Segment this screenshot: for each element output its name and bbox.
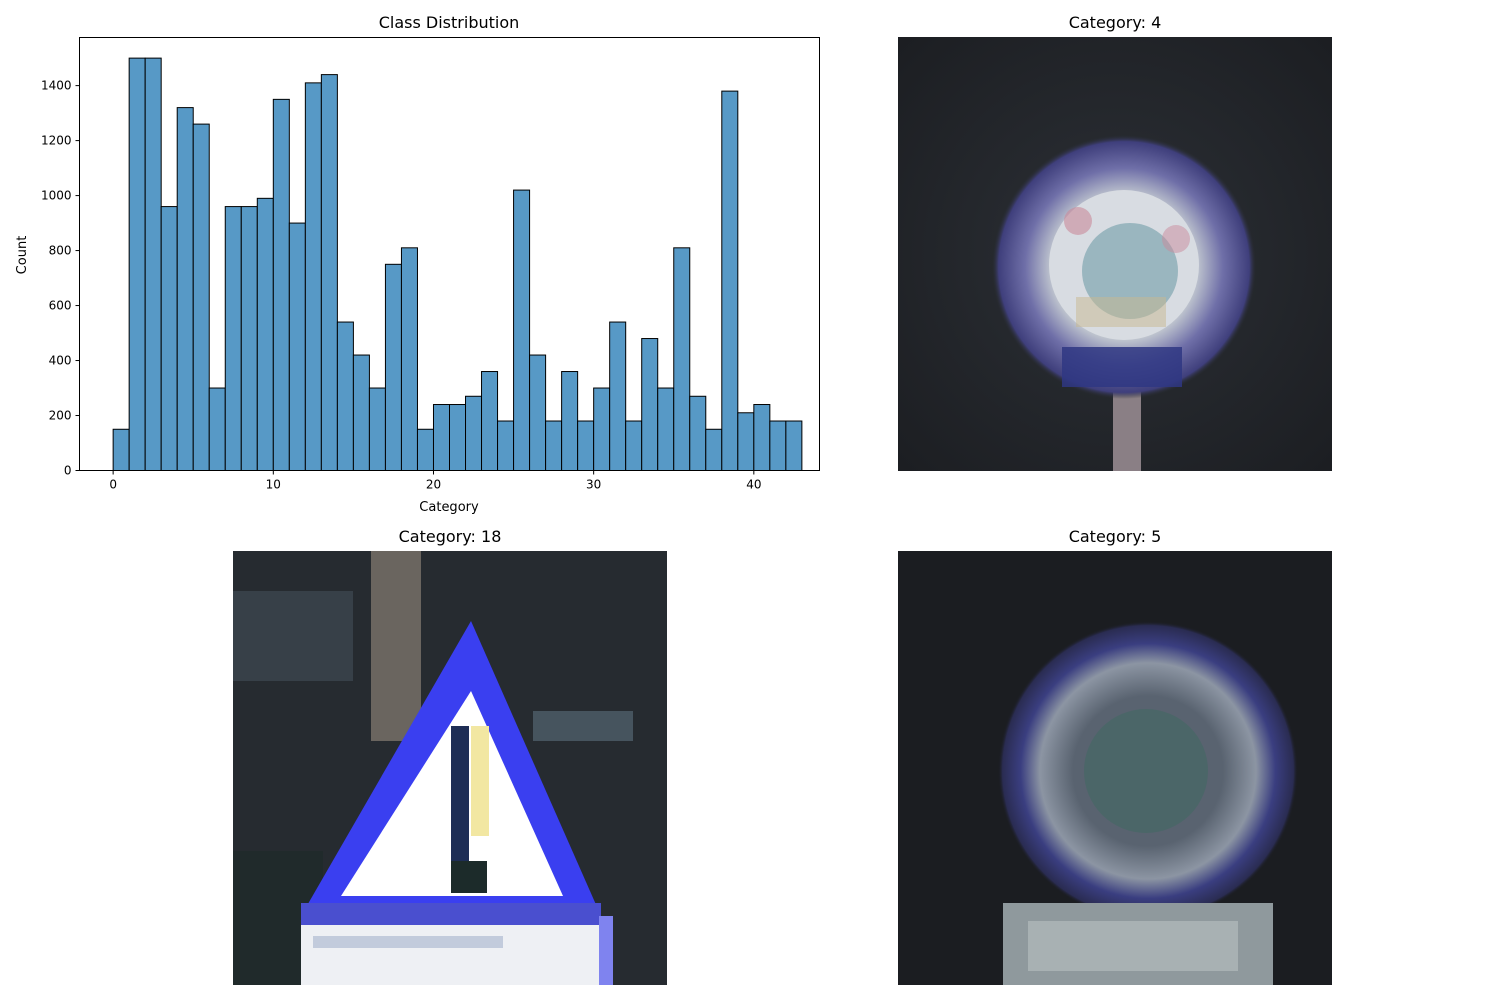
histogram-bar-23 bbox=[481, 371, 499, 471]
histogram-bar-40 bbox=[753, 404, 771, 471]
histogram-bar-33 bbox=[641, 338, 659, 471]
histogram-bar-38 bbox=[721, 90, 739, 471]
x-axis-ticks: 0 10 20 30 40 bbox=[109, 470, 761, 492]
histogram-bar-31 bbox=[609, 321, 627, 471]
histogram-bar-24 bbox=[497, 420, 515, 471]
y-tick-label: 400 bbox=[49, 354, 72, 368]
histogram-bar-14 bbox=[336, 321, 354, 471]
x-axis-label: Category bbox=[419, 500, 479, 515]
panel-title-category-4: Category: 4 bbox=[1068, 13, 1162, 32]
panel-title-category-18: Category: 18 bbox=[398, 527, 502, 546]
histogram-bar-22 bbox=[465, 395, 483, 471]
y-tick-label: 600 bbox=[49, 299, 72, 313]
histogram-bar-3 bbox=[160, 206, 178, 471]
traffic-sign-image-category-4 bbox=[898, 37, 1332, 471]
histogram-bar-36 bbox=[689, 395, 707, 471]
histogram-bars bbox=[112, 57, 803, 471]
histogram-bar-41 bbox=[769, 420, 787, 471]
histogram-bar-2 bbox=[144, 57, 162, 471]
x-tick-label: 10 bbox=[266, 478, 281, 492]
histogram-bar-20 bbox=[432, 404, 451, 471]
x-tick-label: 20 bbox=[426, 478, 441, 492]
y-tick-label: 1400 bbox=[41, 79, 72, 93]
histogram-bar-10 bbox=[272, 98, 290, 471]
histogram-bar-30 bbox=[593, 387, 611, 471]
histogram-bar-34 bbox=[657, 387, 675, 471]
histogram-bar-0 bbox=[112, 428, 130, 471]
histogram-bar-12 bbox=[304, 82, 322, 471]
histogram-bar-18 bbox=[400, 247, 418, 471]
histogram-bar-28 bbox=[561, 371, 579, 471]
histogram-bar-27 bbox=[545, 420, 563, 471]
y-tick-label: 1000 bbox=[41, 189, 72, 203]
histogram-bar-32 bbox=[625, 420, 643, 471]
chart-title: Class Distribution bbox=[379, 13, 520, 32]
histogram-bar-35 bbox=[673, 247, 691, 471]
histogram-bar-19 bbox=[416, 428, 434, 471]
x-tick-label: 30 bbox=[586, 478, 601, 492]
class-distribution-histogram: 0 10 20 30 40 0 200 400 600 800 1000 1200 1400 Clas… bbox=[15, 13, 820, 515]
histogram-bar-26 bbox=[529, 354, 547, 471]
histogram-bar-15 bbox=[352, 354, 370, 471]
traffic-sign-image-category-5 bbox=[898, 551, 1332, 985]
histogram-bar-1 bbox=[128, 57, 146, 471]
histogram-bar-25 bbox=[513, 189, 531, 471]
y-tick-label: 800 bbox=[49, 244, 72, 258]
histogram-bar-5 bbox=[192, 123, 210, 471]
x-tick-label: 0 bbox=[109, 478, 117, 492]
plot-frame bbox=[79, 37, 820, 471]
histogram-bar-21 bbox=[449, 404, 467, 471]
histogram-bar-9 bbox=[256, 197, 274, 471]
traffic-sign-image-category-18 bbox=[233, 551, 667, 985]
y-axis-label: Count bbox=[15, 236, 30, 275]
histogram-bar-16 bbox=[368, 387, 386, 471]
histogram-bar-6 bbox=[208, 387, 226, 471]
histogram-bar-39 bbox=[737, 412, 755, 471]
histogram-bar-8 bbox=[240, 206, 258, 471]
y-tick-label: 200 bbox=[49, 409, 72, 423]
histogram-bar-11 bbox=[288, 222, 306, 471]
x-tick-label: 40 bbox=[746, 478, 761, 492]
histogram-bar-37 bbox=[705, 428, 723, 471]
y-axis-ticks: 0 200 400 600 800 1000 1200 1400 bbox=[41, 79, 80, 478]
histogram-bar-4 bbox=[176, 107, 194, 471]
y-tick-label: 0 bbox=[64, 464, 72, 478]
histogram-bar-13 bbox=[320, 74, 338, 471]
panel-title-category-5: Category: 5 bbox=[1068, 527, 1162, 546]
histogram-bar-7 bbox=[224, 206, 242, 471]
histogram-bar-17 bbox=[384, 263, 402, 471]
histogram-bar-42 bbox=[785, 420, 803, 471]
y-tick-label: 1200 bbox=[41, 134, 72, 148]
histogram-bar-29 bbox=[577, 420, 595, 471]
